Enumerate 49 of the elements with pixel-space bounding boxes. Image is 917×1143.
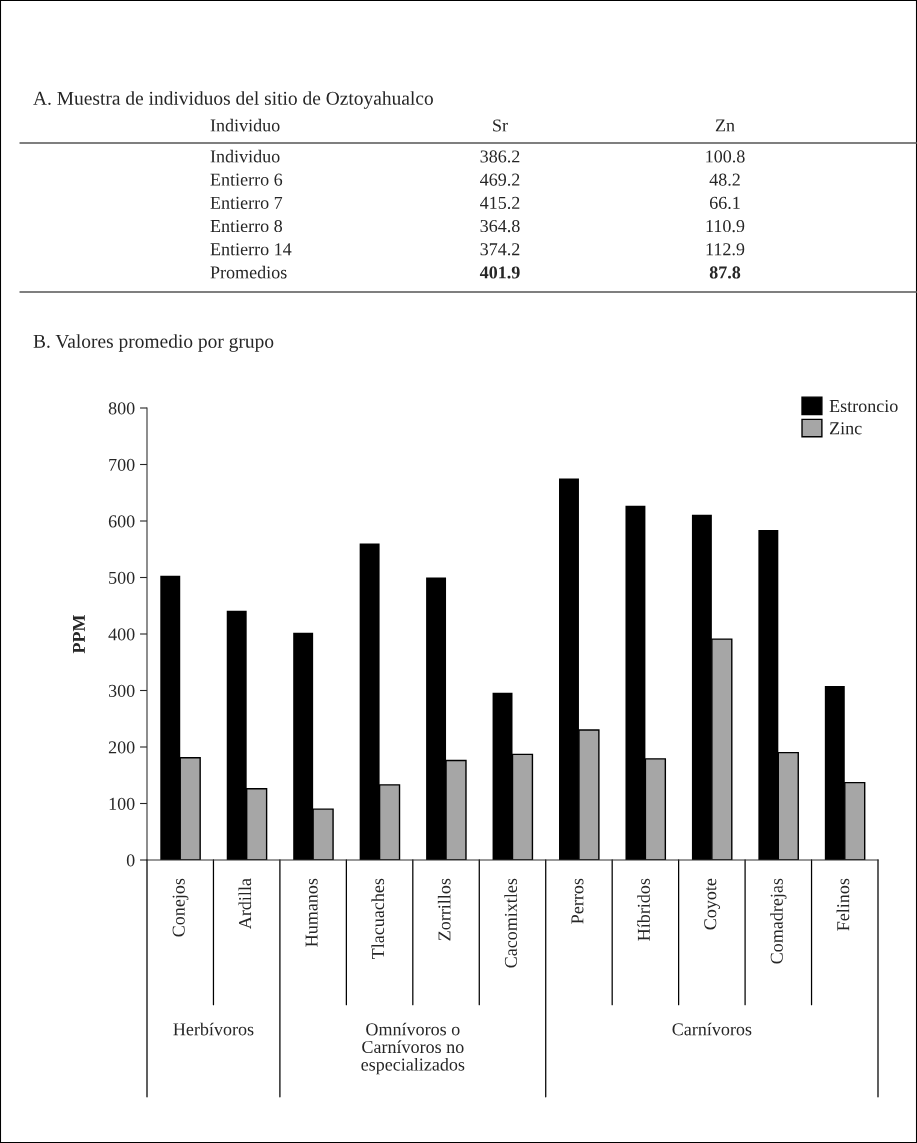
y-tick-label: 600 [108,515,135,528]
x-tick-label: Humanos [305,878,318,947]
data-label: 469.2 [480,173,520,186]
text: A. Muestra de individuos del sitio de Oztoyahualco [33,91,433,109]
data-label: 364.8 [480,219,520,233]
x-tick-label: Tlacuaches [371,878,385,959]
data-label: 87.8 [709,266,741,279]
y-tick-label: 300 [108,684,135,697]
data-label: 386.2 [480,150,520,163]
category-label: Entierro 6 [210,173,283,186]
x-tick-label: Ardilla [238,878,252,930]
category-label: Individuo [210,149,280,163]
x-tick-label: Cacomixtles [504,878,518,968]
x-tick-label: Conejos [172,878,189,937]
x-tick-label: Perros [571,878,584,924]
category-label: Promedios [210,265,287,279]
text: Carnívoros [672,1022,752,1036]
category-label: Entierro 8 [210,219,283,233]
text: Zn [715,119,735,132]
x-tick-label: Híbridos [637,878,650,941]
y-tick-label: 0 [126,854,135,867]
data-label: 112.9 [706,243,745,256]
text: Omnívoros o Carnívoros no especializados [361,1022,465,1075]
legend-label: Estroncio [829,399,898,413]
x-tick-label: Coyote [704,878,721,930]
y-tick-label: 400 [108,628,135,641]
data-label: 374.2 [480,243,520,256]
text: Individuo [210,118,280,132]
data-label: 48.2 [709,173,740,186]
y-axis-title: PPM [73,614,85,654]
x-tick-label: Felinos [836,878,850,931]
text: Sr [493,119,508,132]
text: Herbívoros [173,1022,254,1036]
category-label: Entierro 14 [210,243,292,256]
legend-label: Zinc [829,422,862,435]
category-label: Entierro 7 [210,196,283,209]
data-label: 401.9 [479,266,520,279]
y-tick-label: 100 [109,797,135,810]
y-tick-label: 200 [108,741,135,754]
x-tick-label: Comadrejas [770,878,787,964]
data-label: 415.2 [480,196,520,209]
y-tick-label: 700 [109,458,135,471]
data-label: 100.8 [706,150,745,163]
y-tick-label: 800 [108,402,135,415]
chart-title: B. Valores promedio por grupo [33,334,274,352]
x-tick-label: Zorrillos [437,878,451,941]
data-label: 66.1 [709,196,740,209]
y-tick-label: 500 [109,571,135,584]
data-label: 110.9 [706,219,745,233]
